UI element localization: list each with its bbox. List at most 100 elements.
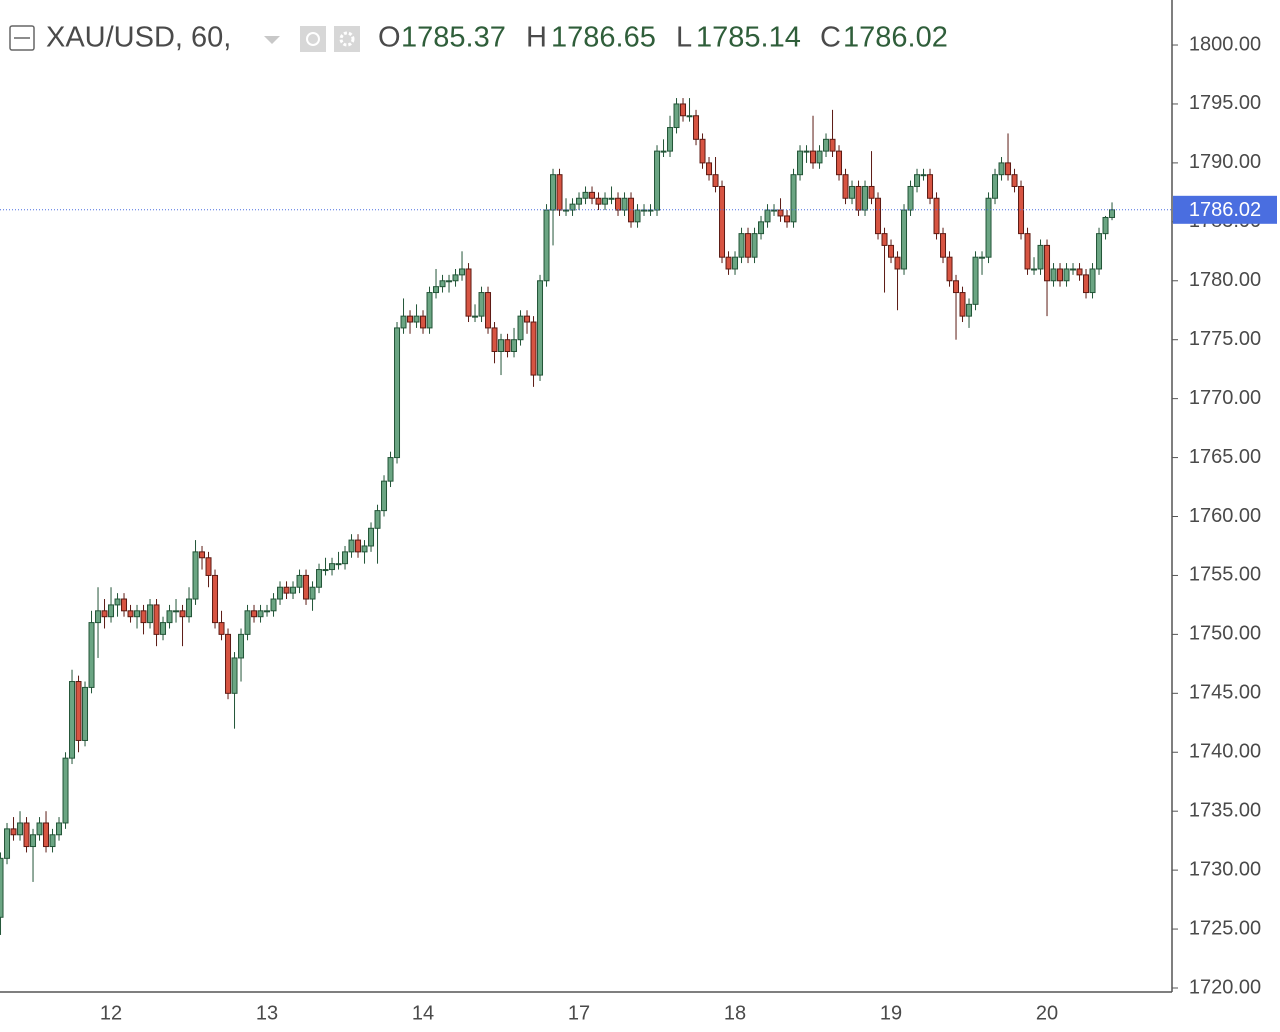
candle-body xyxy=(1024,233,1031,270)
candle-body xyxy=(251,610,258,618)
candle-body xyxy=(927,174,934,199)
candle-body xyxy=(335,563,342,566)
candle-body xyxy=(134,610,141,618)
candle-body xyxy=(491,327,498,352)
candle-body xyxy=(329,563,336,571)
candle-body xyxy=(647,209,654,212)
candle-body xyxy=(1076,268,1083,276)
candle-body xyxy=(4,828,11,859)
x-tick-label: 18 xyxy=(724,1002,746,1024)
y-tick-label: 1745.00 xyxy=(1189,682,1261,704)
y-tick-label: 1755.00 xyxy=(1189,564,1261,586)
candle-body xyxy=(1083,274,1090,294)
candle-body xyxy=(745,233,752,258)
candle-body xyxy=(413,315,420,323)
candle-body xyxy=(270,598,277,612)
candle-body xyxy=(166,610,173,624)
x-tick-label: 14 xyxy=(412,1002,434,1024)
candle-body xyxy=(121,598,128,612)
candle-body xyxy=(400,315,407,329)
candle-body xyxy=(530,321,537,376)
candle-body xyxy=(712,174,719,187)
candle-body xyxy=(212,574,219,624)
candle-body xyxy=(654,150,661,211)
candle-body xyxy=(1096,233,1103,270)
candle-body xyxy=(465,268,472,317)
ohlc-value: 1785.37 xyxy=(401,22,506,54)
candle-body xyxy=(823,138,830,152)
candle-body xyxy=(277,586,284,600)
candle-body xyxy=(563,209,570,212)
ohlc-value: 1785.14 xyxy=(696,22,801,54)
candle-body xyxy=(1005,162,1012,176)
candle-body xyxy=(556,174,563,211)
candle-body xyxy=(147,604,154,624)
candle-body xyxy=(316,569,323,588)
candle-body xyxy=(459,268,466,276)
candle-body xyxy=(348,539,355,553)
ohlc-value: 1786.65 xyxy=(551,22,656,54)
candle-body xyxy=(634,209,641,223)
candle-body xyxy=(140,610,147,624)
candle-body xyxy=(56,822,63,836)
candle-body xyxy=(868,185,875,199)
candle-body xyxy=(36,822,43,836)
candle-body xyxy=(914,174,921,187)
candle-body xyxy=(127,610,134,618)
candle-body xyxy=(192,551,199,600)
candle-body xyxy=(862,185,869,211)
candle-body xyxy=(849,185,856,199)
candle-body xyxy=(894,256,901,270)
candle-body xyxy=(537,280,544,376)
symbol-title: XAU/USD, 60, xyxy=(46,22,231,54)
candle-body xyxy=(764,209,771,223)
candle-body xyxy=(582,191,589,199)
candle-body xyxy=(706,162,713,176)
y-tick-label: 1740.00 xyxy=(1189,741,1261,763)
candle-body xyxy=(199,551,206,559)
dropdown-arrow[interactable] xyxy=(264,36,280,44)
candle-body xyxy=(153,604,160,635)
candle-body xyxy=(95,610,102,624)
candle-body xyxy=(693,115,700,140)
candle-body xyxy=(82,686,89,741)
settings-button[interactable] xyxy=(334,26,360,52)
candle-body xyxy=(290,586,297,594)
candle-body xyxy=(355,539,362,553)
candle-body xyxy=(498,339,505,352)
ohlc-label: O xyxy=(378,22,401,54)
candle-body xyxy=(797,150,804,176)
candle-body xyxy=(602,197,609,205)
candle-body xyxy=(439,280,446,288)
candle-body xyxy=(1044,244,1051,282)
candle-body xyxy=(719,185,726,258)
candle-body xyxy=(394,327,401,459)
visibility-button[interactable] xyxy=(300,26,326,52)
candle-body xyxy=(160,622,167,635)
gear-icon xyxy=(339,31,355,47)
candle-body xyxy=(511,339,518,352)
y-tick-label: 1760.00 xyxy=(1189,505,1261,527)
y-tick-label: 1795.00 xyxy=(1189,92,1261,114)
candle-body xyxy=(888,244,895,258)
candle-body xyxy=(322,569,329,572)
candle-body xyxy=(543,209,550,282)
candle-body xyxy=(777,209,784,217)
header: XAU/USD, 60, O 1785.37 H 1786.65 L 1785.… xyxy=(9,22,948,54)
y-tick-label: 1800.00 xyxy=(1189,33,1261,55)
candle-body xyxy=(595,197,602,205)
candle-body xyxy=(569,203,576,211)
y-tick-label: 1775.00 xyxy=(1189,328,1261,350)
candle-body xyxy=(836,150,843,176)
candle-body xyxy=(231,657,238,694)
candle-body xyxy=(173,610,180,613)
candle-body xyxy=(1102,216,1109,235)
candle-body xyxy=(218,622,225,635)
candle-body xyxy=(283,586,290,594)
ohlc-label: H xyxy=(526,22,547,54)
candle-body xyxy=(1109,209,1116,218)
candle-body xyxy=(946,256,953,282)
y-tick-label: 1780.00 xyxy=(1189,269,1261,291)
candle-body xyxy=(816,150,823,164)
candle-body xyxy=(628,197,635,223)
